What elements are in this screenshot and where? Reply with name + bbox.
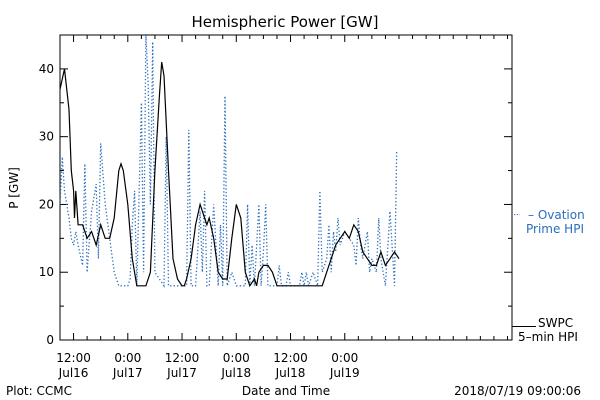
x-tick-date-label: Jul18 xyxy=(220,366,251,380)
plot-frame xyxy=(59,34,513,341)
y-tick-label: 20 xyxy=(39,197,54,211)
legend: – Ovation Prime HPI SWPC 5–min HPI xyxy=(512,208,585,344)
legend-ovation-line1: – Ovation xyxy=(528,208,585,222)
chart-title: Hemispheric Power [GW] xyxy=(192,13,379,31)
x-axis-label: Date and Time xyxy=(242,384,330,398)
legend-swpc-line1: SWPC xyxy=(538,316,573,330)
x-tick-date-label: Jul17 xyxy=(112,366,143,380)
plot-credit: Plot: CCMC xyxy=(6,384,72,398)
series-line-ovation-prime-hpi xyxy=(59,34,398,288)
series-line-swpc-5-min-hpi xyxy=(59,61,400,288)
x-tick-date-label: Jul19 xyxy=(329,366,360,380)
x-tick-date-label: Jul16 xyxy=(58,366,89,380)
x-tick-time-label: 12:00 xyxy=(56,351,91,365)
x-tick-time-label: 12:00 xyxy=(273,351,308,365)
legend-swpc-line2: 5–min HPI xyxy=(518,330,578,344)
axis-ticks: 01020304012:00Jul160:00Jul1712:00Jul170:… xyxy=(39,35,512,380)
series-layer xyxy=(59,34,400,288)
y-axis-label: P [GW] xyxy=(7,167,21,209)
x-tick-date-label: Jul18 xyxy=(275,366,306,380)
x-tick-date-label: Jul17 xyxy=(166,366,197,380)
y-tick-label: 10 xyxy=(39,265,54,279)
legend-ovation-line2: Prime HPI xyxy=(526,222,584,236)
x-tick-time-label: 0:00 xyxy=(114,351,141,365)
y-tick-label: 40 xyxy=(39,62,54,76)
y-tick-label: 30 xyxy=(39,130,54,144)
x-tick-time-label: 0:00 xyxy=(223,351,250,365)
plot-timestamp: 2018/07/19 09:00:06 xyxy=(454,384,581,398)
x-tick-time-label: 0:00 xyxy=(331,351,358,365)
x-tick-time-label: 12:00 xyxy=(165,351,200,365)
y-tick-label: 0 xyxy=(46,333,54,347)
